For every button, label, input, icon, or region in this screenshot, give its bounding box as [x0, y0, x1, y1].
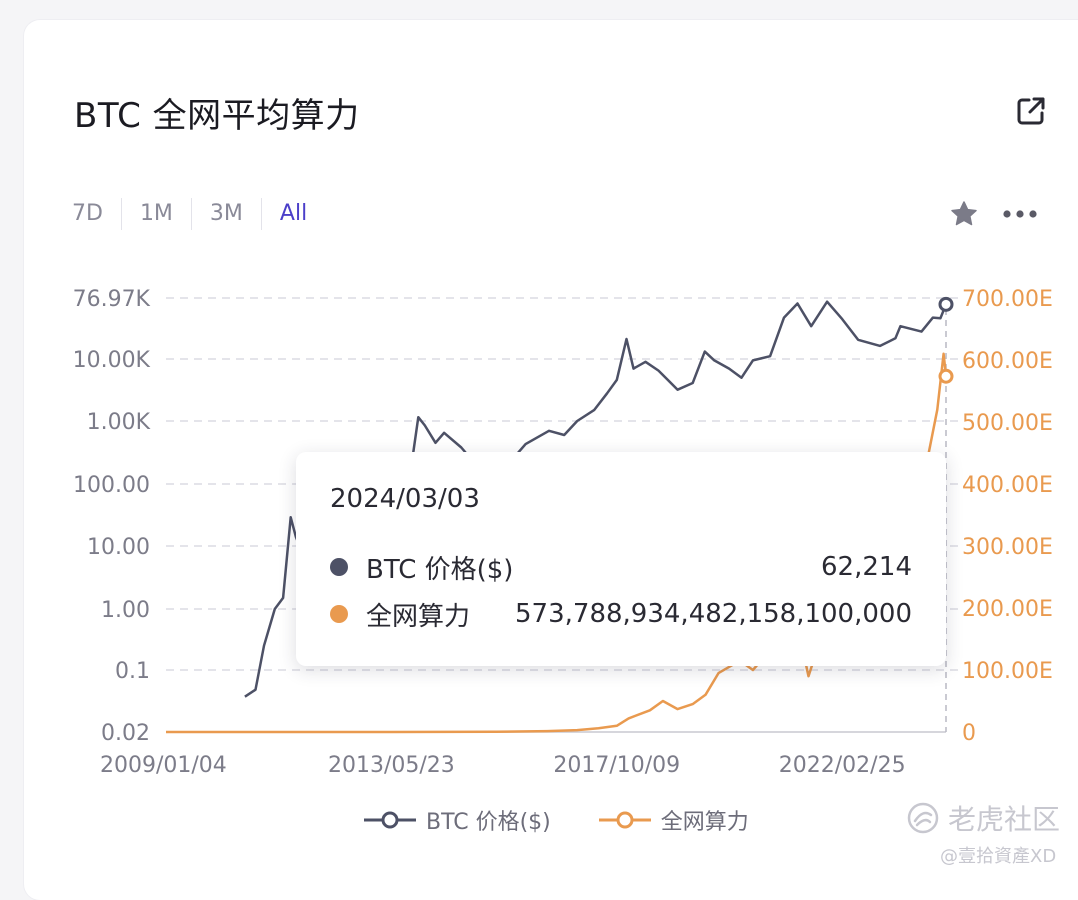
right-axis-tick-label: 100.00E	[962, 659, 1053, 684]
left-axis-tick-label: 1.00	[101, 598, 150, 623]
tooltip-label-btc-price: BTC 价格($)	[366, 554, 514, 585]
more-dots-icon[interactable]	[1002, 206, 1038, 222]
legend-line-marker-icon	[598, 811, 651, 829]
watermark-handle: @壹拾資產XD	[940, 846, 1057, 867]
right-axis-tick-label: 700.00E	[962, 287, 1053, 312]
legend-item-hashrate[interactable]: 全网算力	[598, 804, 749, 836]
hashrate-dot	[330, 605, 348, 623]
tiger-logo-icon	[907, 802, 939, 834]
tab-1m[interactable]: 1M	[120, 198, 191, 230]
tooltip-date: 2024/03/03	[330, 484, 480, 514]
chart-tooltip: 2024/03/03 BTC 价格($) 62,214 全网算力 573,788…	[296, 452, 946, 666]
tooltip-row-btc-price: BTC 价格($) 62,214	[330, 550, 912, 585]
btc-price-dot	[330, 558, 348, 576]
left-axis-tick-label: 0.1	[115, 659, 150, 684]
left-axis-tick-label: 100.00	[73, 473, 150, 498]
tab-3m[interactable]: 3M	[190, 198, 261, 230]
btc-price-active-point	[938, 296, 954, 312]
right-axis-tick-label: 0	[962, 721, 976, 746]
chart-legend: BTC 价格($) 全网算力	[364, 804, 797, 836]
range-tabs: 7D 1M 3M All	[72, 198, 325, 230]
legend-label-btc-price: BTC 价格($)	[426, 810, 551, 835]
tooltip-label-hashrate: 全网算力	[366, 601, 471, 632]
x-axis-tick-label: 2013/05/23	[328, 753, 455, 778]
right-axis-tick-label: 300.00E	[962, 535, 1053, 560]
left-axis-tick-label: 76.97K	[73, 287, 151, 312]
legend-item-btc-price[interactable]: BTC 价格($)	[364, 804, 551, 836]
tab-7d[interactable]: 7D	[72, 201, 103, 226]
x-axis-tick-label: 2017/10/09	[553, 753, 680, 778]
legend-label-hashrate: 全网算力	[660, 810, 749, 835]
star-icon[interactable]	[950, 200, 978, 228]
tooltip-value-hashrate: 573,788,934,482,158,100,000	[515, 599, 912, 629]
left-axis-tick-label: 1.00K	[87, 410, 151, 435]
x-axis-tick-label: 2022/02/25	[779, 753, 906, 778]
dual-axis-line-chart[interactable]: 76.97K 10.00K 1.00K 100.00 10.00 1.00 0.1 0.02 7…	[0, 0, 1078, 878]
right-axis-tick-label: 500.00E	[962, 411, 1053, 436]
left-axis-tick-label: 10.00K	[73, 348, 151, 373]
external-link-icon[interactable]	[1014, 94, 1048, 128]
tooltip-row-hashrate: 全网算力 573,788,934,482,158,100,000	[330, 597, 912, 632]
left-axis-tick-label: 0.02	[101, 721, 150, 746]
right-axis-tick-label: 600.00E	[962, 349, 1053, 374]
tab-all[interactable]: All	[260, 198, 325, 230]
tooltip-value-btc-price: 62,214	[821, 552, 912, 582]
watermark: 老虎社区	[906, 798, 1060, 838]
right-axis-tick-label: 200.00E	[962, 597, 1053, 622]
watermark-brand: 老虎社区	[948, 803, 1061, 836]
x-axis-tick-label: 2009/01/04	[100, 753, 227, 778]
page-title: BTC 全网平均算力	[74, 96, 360, 136]
hashrate-active-point	[938, 368, 954, 384]
legend-line-marker-icon	[364, 811, 416, 829]
right-axis-tick-label: 400.00E	[962, 473, 1053, 498]
left-axis-tick-label: 10.00	[87, 535, 150, 560]
